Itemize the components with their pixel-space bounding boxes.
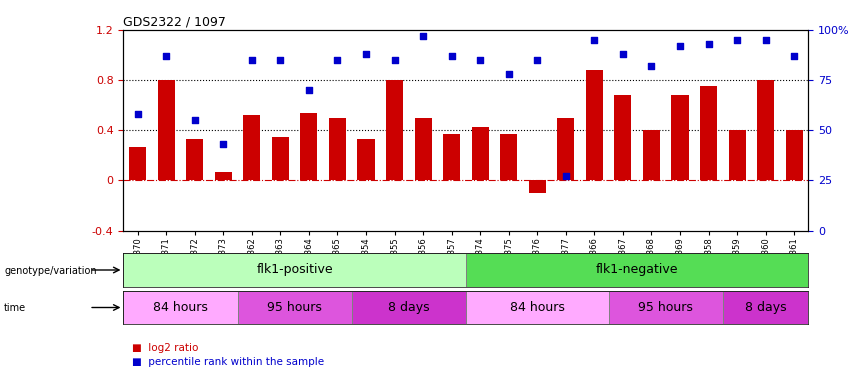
Point bbox=[616, 51, 630, 57]
Bar bbox=[214, 172, 231, 180]
Text: ■  percentile rank within the sample: ■ percentile rank within the sample bbox=[132, 357, 324, 367]
Bar bbox=[414, 118, 431, 180]
Point bbox=[216, 141, 230, 147]
Bar bbox=[608, 291, 722, 324]
Bar bbox=[785, 130, 802, 180]
Bar bbox=[237, 291, 351, 324]
Text: 8 days: 8 days bbox=[388, 301, 430, 314]
Bar bbox=[728, 130, 745, 180]
Bar bbox=[585, 70, 603, 180]
Text: 95 hours: 95 hours bbox=[638, 301, 694, 314]
Point bbox=[673, 43, 687, 49]
Text: genotype/variation: genotype/variation bbox=[4, 266, 97, 276]
Point bbox=[388, 57, 402, 63]
Bar bbox=[557, 118, 574, 180]
Point bbox=[245, 57, 259, 63]
Text: 8 days: 8 days bbox=[745, 301, 786, 314]
Point bbox=[188, 117, 202, 123]
Bar bbox=[123, 291, 237, 324]
Text: 95 hours: 95 hours bbox=[267, 301, 322, 314]
Point bbox=[787, 53, 801, 59]
Bar bbox=[528, 180, 545, 193]
Text: flk1-negative: flk1-negative bbox=[596, 264, 678, 276]
Point bbox=[587, 37, 601, 43]
Point bbox=[159, 53, 173, 59]
Bar bbox=[722, 291, 808, 324]
Point bbox=[302, 87, 316, 93]
Bar bbox=[643, 130, 660, 180]
Bar bbox=[466, 291, 608, 324]
Bar bbox=[386, 80, 403, 180]
Bar bbox=[129, 147, 146, 180]
Point bbox=[530, 57, 544, 63]
Bar bbox=[471, 126, 488, 180]
Bar bbox=[443, 134, 460, 180]
Text: ■  log2 ratio: ■ log2 ratio bbox=[132, 343, 198, 353]
Point bbox=[273, 57, 287, 63]
Bar bbox=[300, 113, 317, 180]
Bar bbox=[700, 86, 717, 180]
Bar bbox=[671, 95, 688, 180]
Bar bbox=[123, 253, 466, 287]
Bar bbox=[357, 139, 374, 180]
Point bbox=[702, 41, 716, 47]
Text: GDS2322 / 1097: GDS2322 / 1097 bbox=[123, 16, 226, 29]
Text: 84 hours: 84 hours bbox=[153, 301, 208, 314]
Bar bbox=[614, 95, 631, 180]
Text: flk1-positive: flk1-positive bbox=[256, 264, 333, 276]
Point bbox=[759, 37, 773, 43]
Point bbox=[645, 63, 659, 69]
Point bbox=[473, 57, 487, 63]
Bar bbox=[329, 118, 346, 180]
Point bbox=[416, 33, 430, 39]
Point bbox=[445, 53, 459, 59]
Text: time: time bbox=[4, 303, 26, 313]
Bar bbox=[157, 80, 174, 180]
Bar bbox=[466, 253, 808, 287]
Bar bbox=[243, 115, 260, 180]
Point bbox=[359, 51, 373, 57]
Bar bbox=[186, 139, 203, 180]
Text: 84 hours: 84 hours bbox=[510, 301, 565, 314]
Bar bbox=[500, 134, 517, 180]
Point bbox=[502, 71, 516, 77]
Point bbox=[331, 57, 345, 63]
Point bbox=[559, 174, 573, 180]
Point bbox=[131, 111, 145, 117]
Bar bbox=[351, 291, 466, 324]
Bar bbox=[757, 80, 774, 180]
Point bbox=[730, 37, 744, 43]
Bar bbox=[271, 136, 289, 180]
